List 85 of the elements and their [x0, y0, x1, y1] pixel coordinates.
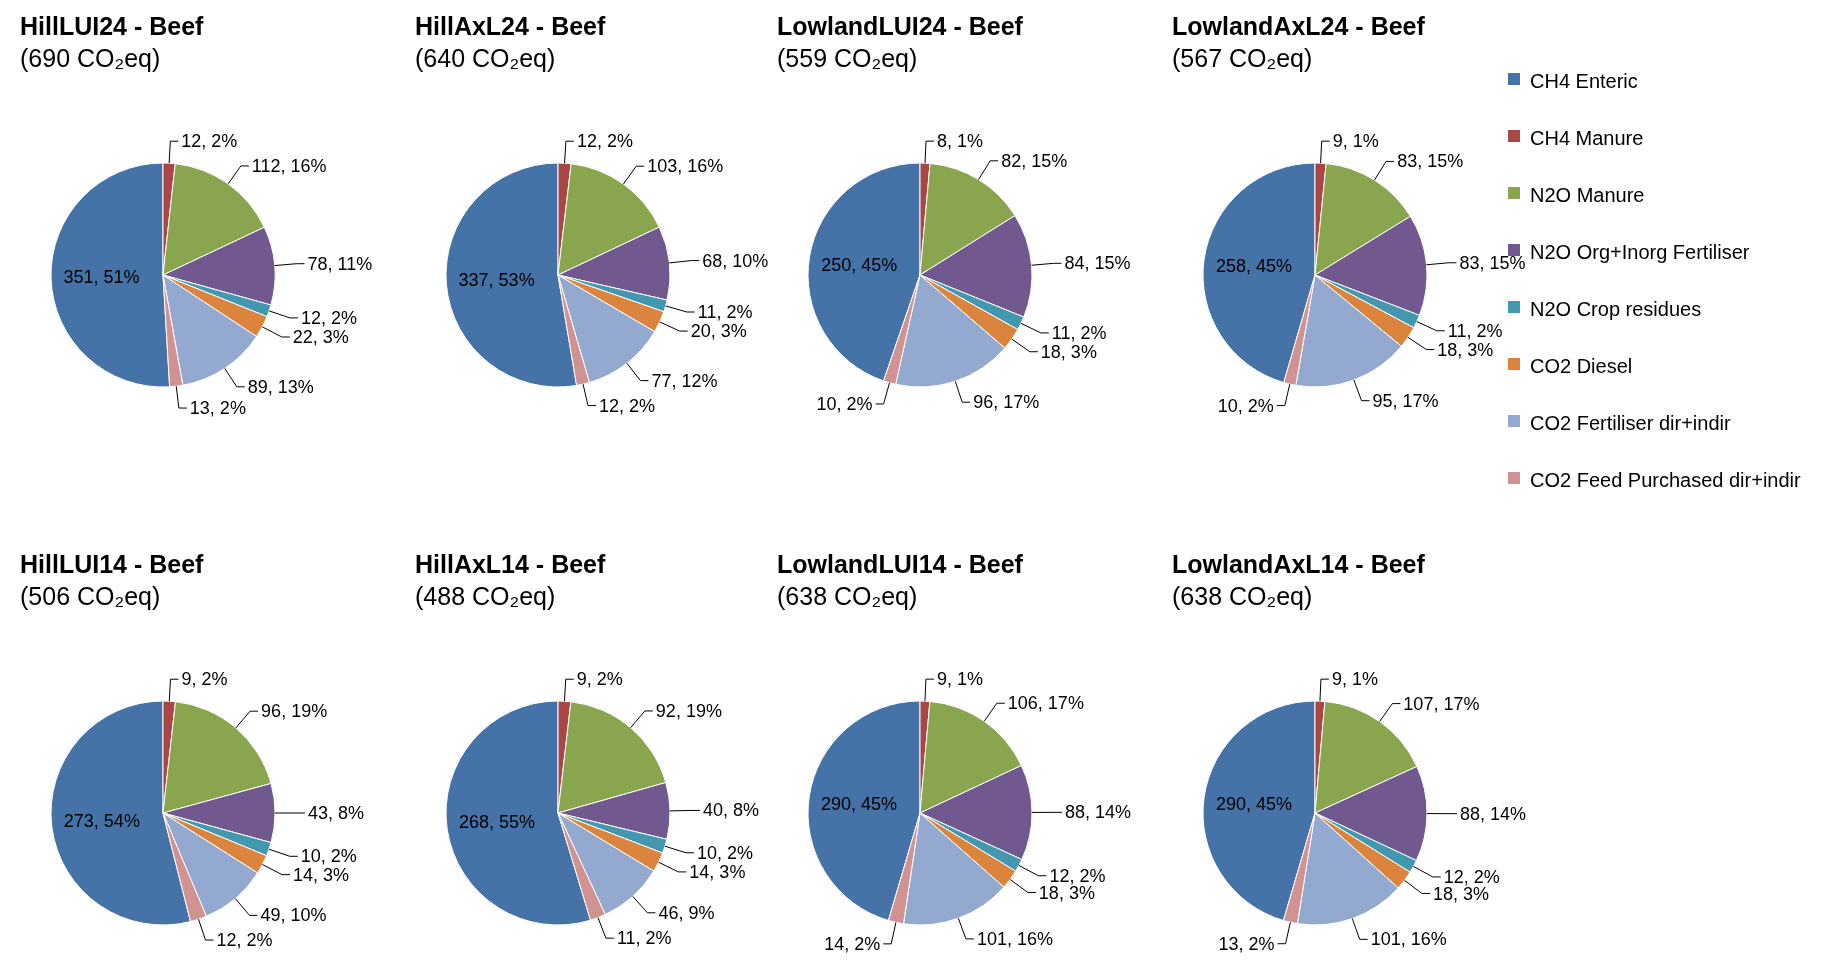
data-label: 258, 45%: [1215, 256, 1293, 277]
data-label: 10, 2%: [300, 846, 357, 867]
data-label: 8, 1%: [937, 131, 984, 152]
data-label: 268, 55%: [459, 812, 536, 833]
chart-subtitle: (638 CO₂eq): [777, 582, 918, 611]
data-label: 10, 2%: [1217, 395, 1274, 416]
data-label: 49, 10%: [260, 905, 327, 926]
data-label: 96, 19%: [261, 701, 328, 722]
data-label: 96, 17%: [973, 392, 1040, 413]
data-label: 89, 13%: [247, 376, 314, 397]
chart-subtitle: (559 CO₂eq): [777, 44, 918, 73]
legend-label: N2O Org+Inorg Fertiliser: [1530, 240, 1750, 265]
data-label: 14, 2%: [824, 933, 881, 954]
data-label: 68, 10%: [702, 250, 769, 271]
data-label: 290, 45%: [821, 794, 898, 815]
data-label: 13, 2%: [1218, 933, 1275, 954]
data-label: 273, 54%: [63, 810, 140, 831]
data-label: 83, 15%: [1459, 252, 1526, 273]
chart-title: HillAxL14 - Beef: [415, 550, 606, 579]
data-label: 11, 2%: [616, 928, 672, 949]
data-label: 11, 2%: [1051, 322, 1107, 343]
chart-subtitle: (567 CO₂eq): [1172, 44, 1313, 73]
chart-subtitle: (640 CO₂eq): [415, 44, 556, 73]
data-label: 103, 16%: [647, 156, 724, 177]
data-label: 92, 19%: [655, 700, 722, 721]
chart-subtitle: (638 CO₂eq): [1172, 582, 1313, 611]
legend-label: N2O Crop residues: [1530, 297, 1702, 322]
data-label: 18, 3%: [1040, 341, 1097, 362]
data-label: 290, 45%: [1216, 794, 1293, 815]
legend-label: CH4 Enteric: [1530, 69, 1638, 94]
data-label: 12, 2%: [300, 307, 357, 328]
data-label: 13, 2%: [189, 398, 246, 419]
data-label: 11, 2%: [1447, 320, 1503, 341]
data-label: 337, 53%: [458, 270, 535, 291]
chart-title: LowlandLUI14 - Beef: [777, 550, 1023, 579]
chart-title: LowlandAxL14 - Beef: [1172, 550, 1425, 579]
data-label: 43, 8%: [308, 803, 365, 823]
data-label: 351, 51%: [63, 266, 140, 287]
data-label: 40, 8%: [702, 800, 760, 821]
data-label: 9, 2%: [181, 669, 228, 690]
chart-subtitle: (506 CO₂eq): [20, 582, 161, 611]
data-label: 106, 17%: [1007, 693, 1084, 714]
data-label: 9, 1%: [1331, 669, 1378, 690]
data-label: 112, 16%: [251, 155, 327, 176]
data-label: 101, 16%: [1370, 929, 1447, 950]
data-label: 9, 1%: [936, 669, 983, 690]
chart-title: HillAxL24 - Beef: [415, 12, 606, 41]
data-label: 95, 17%: [1372, 390, 1439, 411]
data-label: 12, 2%: [216, 930, 273, 951]
chart-title: HillLUI24 - Beef: [20, 12, 204, 41]
data-label: 250, 45%: [821, 254, 898, 275]
data-label: 12, 2%: [599, 395, 656, 416]
chart-title: LowlandAxL24 - Beef: [1172, 12, 1425, 41]
data-label: 77, 12%: [651, 370, 718, 391]
legend-label: CO2 Fertiliser dir+indir: [1530, 411, 1731, 436]
chart-title: LowlandLUI24 - Beef: [777, 12, 1023, 41]
data-label: 20, 3%: [690, 321, 747, 342]
legend-label: CO2 Diesel: [1530, 354, 1633, 379]
data-label: 9, 1%: [1332, 131, 1379, 152]
data-label: 11, 2%: [697, 302, 753, 323]
data-label: 12, 2%: [1049, 865, 1106, 886]
data-label: 12, 2%: [181, 131, 238, 152]
data-label: 46, 9%: [658, 902, 715, 923]
data-label: 22, 3%: [292, 327, 349, 347]
data-label: 9, 2%: [576, 669, 623, 690]
data-label: 83, 15%: [1397, 151, 1464, 172]
data-label: 107, 17%: [1403, 693, 1480, 714]
chart-subtitle: (488 CO₂eq): [415, 582, 556, 611]
legend-label: CO2 Feed Purchased dir+indir: [1530, 468, 1801, 493]
data-label: 12, 2%: [576, 131, 633, 152]
data-label: 101, 16%: [976, 928, 1053, 949]
legend-label: CH4 Manure: [1530, 126, 1644, 151]
data-label: 78, 11%: [307, 253, 373, 274]
chart-title: HillLUI14 - Beef: [20, 550, 204, 579]
data-label: 84, 15%: [1064, 253, 1131, 274]
data-label: 88, 14%: [1460, 803, 1527, 824]
data-label: 10, 2%: [696, 842, 754, 863]
legend-label: N2O Manure: [1530, 183, 1645, 208]
data-label: 10, 2%: [816, 393, 873, 414]
data-label: 18, 3%: [1437, 339, 1494, 360]
chart-subtitle: (690 CO₂eq): [20, 44, 161, 73]
data-label: 88, 14%: [1065, 802, 1132, 823]
data-label: 82, 15%: [1001, 150, 1068, 171]
data-label: 14, 3%: [689, 861, 746, 882]
data-label: 14, 3%: [292, 864, 350, 885]
